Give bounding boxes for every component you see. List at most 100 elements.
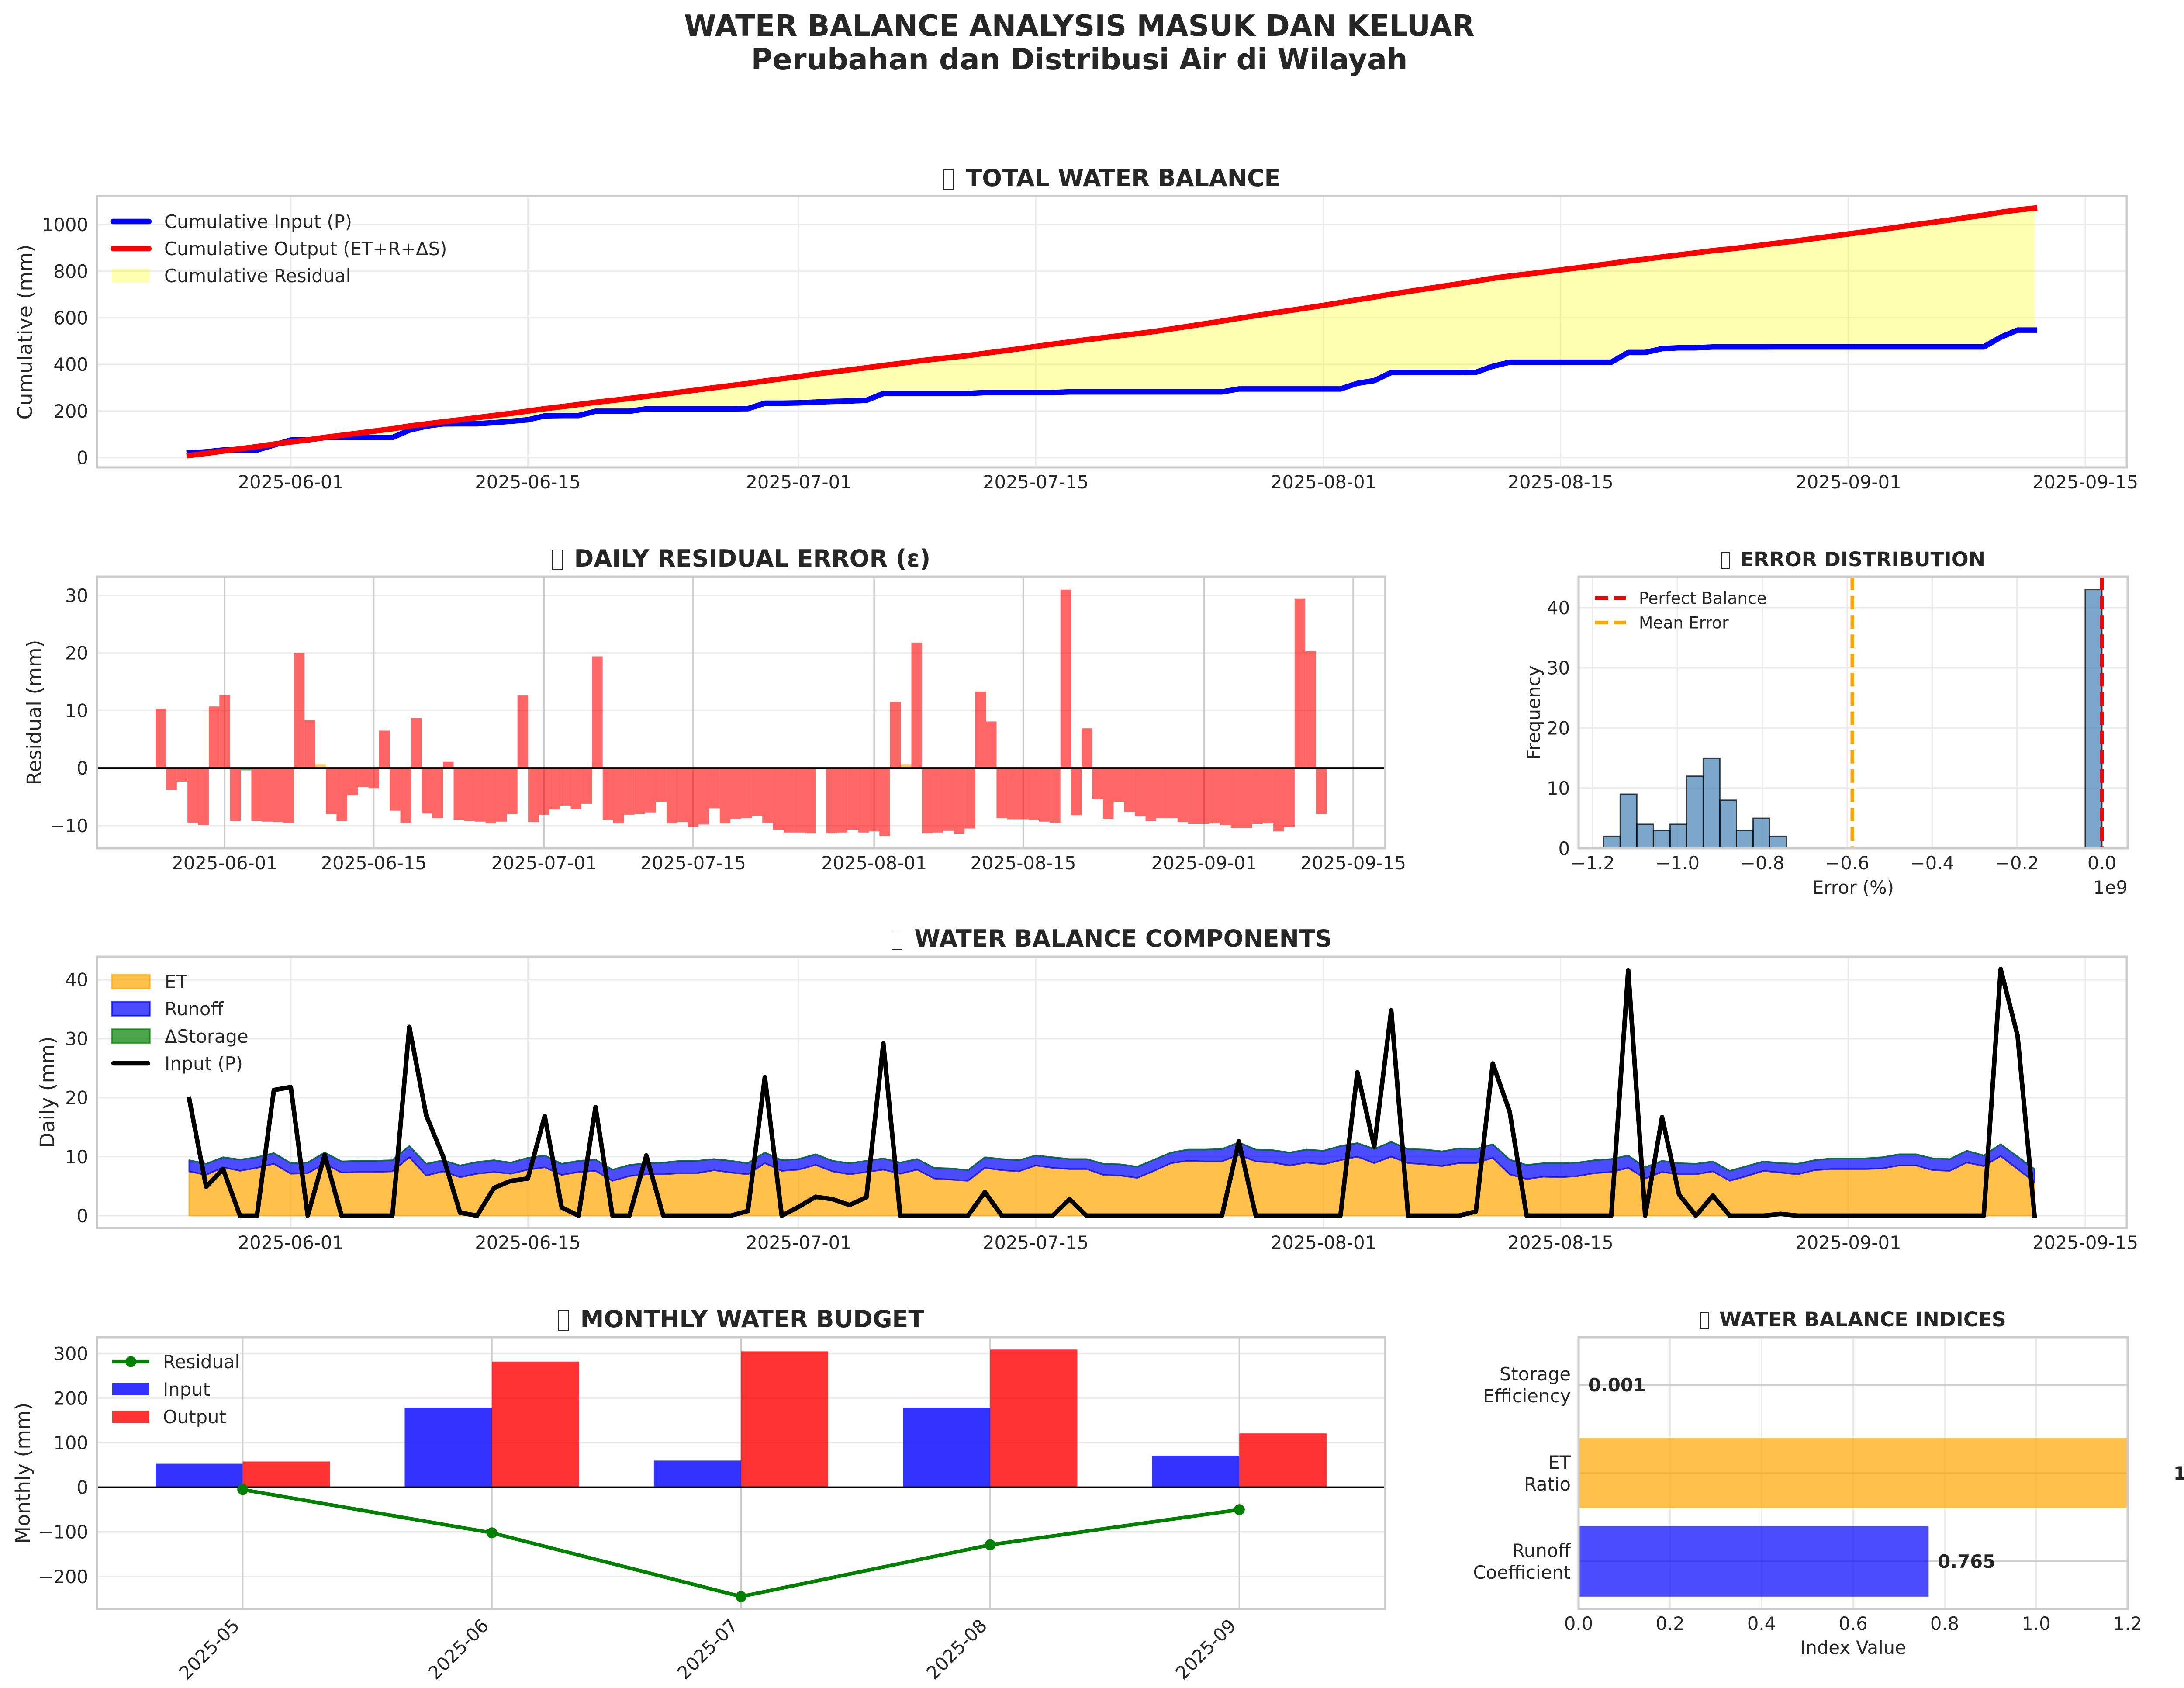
y-tick-label-line: Storage [1500,1363,1571,1385]
residual-bar [368,768,379,789]
residual-bar [251,768,262,821]
residual-point [1234,1504,1245,1515]
residual-bar [805,768,816,834]
x-tick-label: 2025-09-15 [2032,471,2138,493]
residual-bar [784,768,795,833]
legend-item: Cumulative Input (P) [110,211,352,232]
residual-bar [219,695,230,768]
legend-item: Cumulative Residual [112,265,351,287]
x-tick-label: 2025-06 [424,1615,493,1684]
x-tick-label: −0.8 [1740,852,1784,874]
residual-bar [1177,768,1189,823]
chart-water-balance-components: 0 10 20 30 40 2025-06-01 2025-06-15 2025-07-01 2… [35,955,2138,1253]
histogram-bar [1636,823,1654,848]
missing-glyph-icon [557,1310,569,1331]
legend-item: Output [112,1406,226,1428]
x-tick-label: 2025-09-01 [1151,852,1257,874]
histogram-bar [1652,830,1671,848]
y-tick-label: 10 [1547,778,1570,799]
chart-title-error-distribution: ERROR DISTRIBUTION [1579,549,2128,570]
chart-total-water-balance: 0 200 400 600 800 1000 2025-06-01 2025-06-15 202… [13,195,2138,493]
y-tick-label: 30 [65,1028,88,1050]
residual-bar [496,768,507,822]
legend-label: Cumulative Output (ET+R+ΔS) [164,238,447,259]
residual-bar [411,718,422,768]
chart-title-text: WATER BALANCE INDICES [1719,1308,2006,1331]
chart-title-text: TOTAL WATER BALANCE [966,164,1281,192]
y-tick-label: 10 [65,1146,88,1168]
residual-bar [975,691,986,768]
chart-title-daily-residual-error: DAILY RESIDUAL ERROR (ε) [97,547,1385,571]
residual-bar [836,768,848,833]
residual-bar [1252,768,1263,824]
input-bar [404,1408,492,1487]
residual-bar [656,768,667,802]
legend: Cumulative Input (P) Cumulative Output (E… [110,211,447,287]
residual-point [736,1591,746,1602]
residual-bar [869,768,880,832]
histogram-bar [1686,775,1704,848]
histogram-bar [1669,823,1687,848]
residual-bar [315,764,326,768]
output-bar [492,1361,579,1487]
x-tick-label: 2025-06-15 [475,1232,581,1253]
y-tick-label: −200 [38,1566,89,1588]
y-tick-label-line: Efficiency [1483,1385,1571,1407]
residual-bar [613,768,624,823]
chart-title-text: MONTHLY WATER BUDGET [580,1305,925,1333]
x-axis-label: Index Value [1800,1637,1906,1658]
residual-bar [230,768,241,821]
residual-bar [826,768,837,834]
y-tick-label: ET Ratio [1524,1452,1571,1495]
legend-label: Input [163,1379,210,1400]
output-bar [741,1351,829,1487]
legend-item: ET [111,971,187,993]
residual-bar [581,768,592,804]
residual-bar [762,768,773,823]
x-axis-offset-label: 1e9 [2093,877,2128,898]
missing-glyph-icon [551,550,563,571]
output-bar [1239,1433,1327,1487]
residual-bar [187,768,198,823]
output-bar [242,1461,330,1487]
y-tick-label: 0 [76,1477,88,1498]
input-bar [1152,1456,1240,1487]
residual-bar [156,709,166,768]
x-tick-label: 2025-09-01 [1795,471,1901,493]
histogram-bar [1603,835,1621,848]
histogram-bar [1752,817,1770,848]
legend: Perfect Balance Mean Error [1595,589,1767,633]
chart-title-water-balance-indices: WATER BALANCE INDICES [1579,1308,2128,1331]
residual-bar [176,768,188,782]
axes-frame [1577,575,2129,850]
y-tick-label: −100 [38,1522,89,1543]
residual-bar [1305,651,1316,768]
histogram-bar [1736,830,1754,848]
residual-bar [645,768,656,813]
residual-bar [922,768,933,834]
x-tick-label: 2025-07 [673,1615,742,1684]
y-tick-label: 300 [53,1343,88,1365]
histogram-bar [1619,793,1638,848]
residual-bar [1316,768,1327,814]
x-tick-label: 2025-07-01 [491,852,597,874]
legend-label: Cumulative Input (P) [164,211,352,232]
residual-bar [1262,768,1274,823]
input-bar [903,1408,990,1487]
residual-bar [624,768,635,815]
x-tick-label: 2025-08 [922,1615,991,1684]
chart-title-monthly-water-budget: MONTHLY WATER BUDGET [97,1308,1385,1331]
residual-bar [858,768,869,833]
legend: ET Runoff ΔStorage Input (P) [111,971,249,1074]
missing-glyph-icon [1721,552,1730,569]
plot-marks [187,967,2037,1218]
x-tick-label: 0.2 [1655,1613,1684,1634]
residual-bar [390,768,401,811]
x-tick-label: 0.6 [1838,1613,1867,1634]
residual-bar [879,768,890,836]
x-tick-label: −0.4 [1910,852,1954,874]
residual-bar [1241,768,1252,828]
x-tick-label: 0.8 [1930,1613,1959,1634]
